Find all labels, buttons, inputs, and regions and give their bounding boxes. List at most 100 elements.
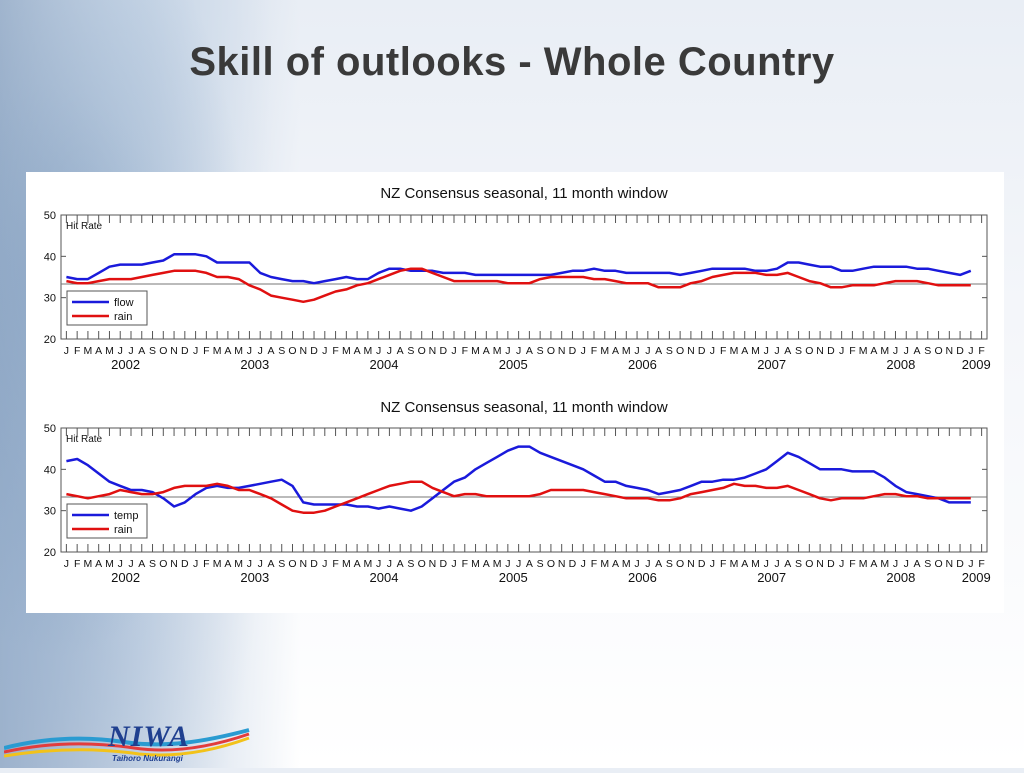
niwa-logo: NIWA Taihoro Nukurangi — [3, 712, 254, 768]
chart2-month-label: A — [526, 558, 533, 570]
chart1-month-label: J — [645, 345, 650, 357]
chart1-month-label: J — [516, 345, 521, 357]
chart2-month-label: N — [946, 558, 954, 570]
chart1-month-label: J — [774, 345, 779, 357]
chart1-ytick-label: 30 — [44, 293, 56, 305]
chart2-month-label: J — [387, 558, 392, 570]
chart2-month-label: F — [203, 558, 209, 570]
chart2-ylabel: Hit Rate — [66, 434, 103, 445]
chart1-month-label: M — [105, 345, 114, 357]
chart2-month-label: O — [676, 558, 684, 570]
chart1-month-label: J — [451, 345, 456, 357]
chart1-series-rain-line — [66, 267, 971, 304]
chart1-series-flow-line — [66, 253, 972, 285]
chart1-month-label: O — [159, 345, 167, 357]
chart1-month-label: J — [258, 345, 263, 357]
chart2-month-label: J — [451, 558, 456, 570]
chart1-year-label: 2004 — [370, 357, 399, 372]
chart2-month-label: J — [710, 558, 715, 570]
chart2-month-label: O — [934, 558, 942, 570]
chart2-month-label: F — [849, 558, 855, 570]
chart2-month-label: F — [591, 558, 597, 570]
chart1-month-label: F — [332, 345, 338, 357]
chart2-month-label: J — [581, 558, 586, 570]
chart1-month-label: S — [149, 345, 156, 357]
chart2-month-label: M — [880, 558, 889, 570]
chart2-year-label: 2003 — [240, 570, 269, 585]
chart2-month-label: M — [234, 558, 243, 570]
chart2-month-label: O — [805, 558, 813, 570]
chart1-month-label: J — [376, 345, 381, 357]
chart2-month-label: J — [118, 558, 123, 570]
chart1-month-label: M — [213, 345, 222, 357]
chart1-month-label: A — [483, 345, 490, 357]
chart2-month-label: J — [193, 558, 198, 570]
chart1-month-label: J — [839, 345, 844, 357]
chart2-month-label: N — [299, 558, 307, 570]
chart1-legend-label-rain: rain — [114, 311, 132, 323]
chart1-month-label: S — [795, 345, 802, 357]
chart2-month-label: J — [839, 558, 844, 570]
chart2-ytick-label: 50 — [44, 423, 56, 435]
chart2-month-label: D — [956, 558, 964, 570]
chart1-month-label: M — [234, 345, 243, 357]
chart1-month-label: S — [278, 345, 285, 357]
chart1-month-label: M — [363, 345, 372, 357]
chart2-month-label: M — [622, 558, 631, 570]
chart2-month-label: J — [322, 558, 327, 570]
chart1-month-label: F — [720, 345, 726, 357]
chart2-month-label: M — [751, 558, 760, 570]
chart1-month-label: D — [956, 345, 964, 357]
chart1-month-label: A — [741, 345, 748, 357]
chart2-month-label: N — [558, 558, 566, 570]
chart1-month-label: J — [764, 345, 769, 357]
chart1-year-label: 2007 — [757, 357, 786, 372]
chart1-month-label: M — [600, 345, 609, 357]
chart2-year-label: 2007 — [757, 570, 786, 585]
chart2-month-label: O — [547, 558, 555, 570]
chart1-month-label: A — [267, 345, 274, 357]
chart1-month-label: D — [439, 345, 447, 357]
chart2-month-label: J — [764, 558, 769, 570]
chart2-month-label: O — [159, 558, 167, 570]
chart2-month-label: J — [893, 558, 898, 570]
chart2-month-label: J — [376, 558, 381, 570]
chart2-month-label: J — [516, 558, 521, 570]
chart2-year-label: 2005 — [499, 570, 528, 585]
slide-title: Skill of outlooks - Whole Country — [189, 40, 835, 84]
chart1-month-label: J — [387, 345, 392, 357]
chart1-month-label: F — [849, 345, 855, 357]
chart2-month-label: A — [741, 558, 748, 570]
chart2-month-label: F — [332, 558, 338, 570]
chart2-legend-label-temp: temp — [114, 510, 138, 522]
logo-swoosh — [3, 728, 250, 758]
chart1-month-label: N — [429, 345, 437, 357]
chart1-month-label: M — [751, 345, 760, 357]
chart2-month-label: M — [342, 558, 351, 570]
chart2-month-label: O — [418, 558, 426, 570]
chart1-month-label: O — [418, 345, 426, 357]
chart2-month-label: J — [64, 558, 69, 570]
chart1-title: NZ Consensus seasonal, 11 month window — [380, 185, 668, 202]
chart1-month-label: M — [493, 345, 502, 357]
chart2-month-label: J — [258, 558, 263, 570]
chart2-title: NZ Consensus seasonal, 11 month window — [380, 399, 668, 416]
chart1-month-label: D — [310, 345, 318, 357]
chart1-month-label: F — [74, 345, 80, 357]
chart2-month-label: J — [634, 558, 639, 570]
chart1-ytick-label: 20 — [44, 334, 56, 346]
chart1-month-label: J — [634, 345, 639, 357]
chart1-month-label: J — [904, 345, 909, 357]
chart1-ylabel: Hit Rate — [66, 221, 103, 232]
chart2-month-label: J — [128, 558, 133, 570]
chart2-month-label: A — [138, 558, 145, 570]
chart1-month-label: J — [322, 345, 327, 357]
chart1-month-label: F — [591, 345, 597, 357]
chart2-month-label: N — [170, 558, 178, 570]
chart2-month-label: D — [827, 558, 835, 570]
chart1-month-label: J — [893, 345, 898, 357]
chart1-month-label: N — [299, 345, 307, 357]
chart2-month-label: A — [612, 558, 619, 570]
chart2-month-label: M — [213, 558, 222, 570]
chart1-month-label: N — [170, 345, 178, 357]
